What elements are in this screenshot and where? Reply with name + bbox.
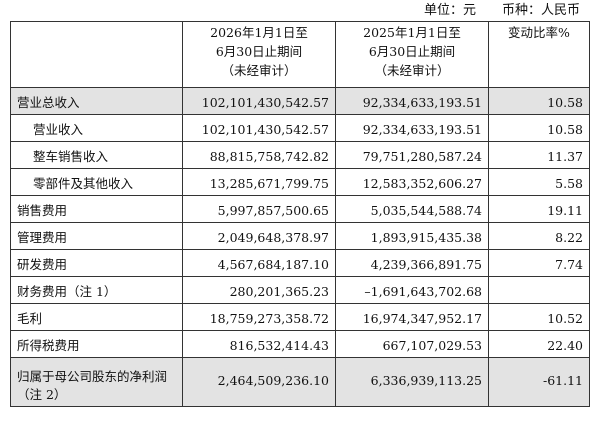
change-value: 19.11 — [488, 195, 590, 223]
row-label: 管理费用 — [10, 222, 183, 250]
table-row-selling-expenses: 销售费用 5,997,857,500.65 5,035,544,588.74 1… — [10, 195, 590, 223]
row-label: 整车销售收入 — [10, 141, 183, 169]
row-label: 研发费用 — [10, 249, 183, 277]
current-value: 4,567,684,187.10 — [182, 249, 336, 277]
row-label: 销售费用 — [10, 195, 183, 223]
current-value: 2,464,509,236.10 — [182, 357, 336, 407]
table-row-net-profit: 归属于母公司股东的净利润 （注 2） 2,464,509,236.10 6,33… — [10, 357, 590, 407]
row-label-note: （注 2） — [17, 387, 67, 402]
row-label: 营业总收入 — [10, 87, 183, 115]
table-row-admin-expenses: 管理费用 2,049,648,378.97 1,893,915,435.38 8… — [10, 222, 590, 250]
change-value: 10.58 — [488, 114, 590, 142]
current-value: 88,815,758,742.82 — [182, 141, 336, 169]
prior-value: 16,974,347,952.17 — [335, 303, 489, 331]
currency-label: 币种：人民币 — [501, 3, 580, 18]
current-value: 816,532,414.43 — [182, 330, 336, 358]
row-label-cell: 归属于母公司股东的净利润 （注 2） — [10, 357, 183, 407]
table-row-operating-revenue: 营业收入 102,101,430,542.57 92,334,633,193.5… — [10, 114, 590, 142]
row-label: 所得税费用 — [10, 330, 183, 358]
table-row-income-tax: 所得税费用 816,532,414.43 667,107,029.53 22.4… — [10, 330, 590, 358]
change-value — [488, 276, 590, 304]
row-label: 归属于母公司股东的净利润 — [17, 369, 168, 384]
prior-value: 92,334,633,193.51 — [335, 87, 489, 115]
row-label: 财务费用（注 1） — [10, 276, 183, 304]
current-value: 280,201,365.23 — [182, 276, 336, 304]
prior-value: 12,583,352,606.27 — [335, 168, 489, 196]
header-current-period: 2026年1月1日至 6月30日止期间 （未经审计） — [182, 21, 336, 88]
table-row-vehicle-sales: 整车销售收入 88,815,758,742.82 79,751,280,587.… — [10, 141, 590, 169]
table-row-finance-expenses: 财务费用（注 1） 280,201,365.23 –1,691,643,702.… — [10, 276, 590, 304]
table-row-gross-profit: 毛利 18,759,273,358.72 16,974,347,952.17 1… — [10, 303, 590, 331]
unit-label: 单位：元 — [423, 3, 476, 18]
change-value: 5.58 — [488, 168, 590, 196]
current-value: 2,049,648,378.97 — [182, 222, 336, 250]
current-value: 5,997,857,500.65 — [182, 195, 336, 223]
row-label: 零部件及其他收入 — [10, 168, 183, 196]
table-row-parts-other: 零部件及其他收入 13,285,671,799.75 12,583,352,60… — [10, 168, 590, 196]
change-value: 8.22 — [488, 222, 590, 250]
prior-value: 5,035,544,588.74 — [335, 195, 489, 223]
current-value: 13,285,671,799.75 — [182, 168, 336, 196]
prior-value: 79,751,280,587.24 — [335, 141, 489, 169]
table-row-rnd-expenses: 研发费用 4,567,684,187.10 4,239,366,891.75 7… — [10, 249, 590, 277]
change-value: 7.74 — [488, 249, 590, 277]
prior-value: 92,334,633,193.51 — [335, 114, 489, 142]
current-value: 102,101,430,542.57 — [182, 114, 336, 142]
unit-note: 单位：元 币种：人民币 — [424, 2, 580, 20]
change-value: 22.40 — [488, 330, 590, 358]
prior-value: –1,691,643,702.68 — [335, 276, 489, 304]
row-label: 毛利 — [10, 303, 183, 331]
prior-value: 4,239,366,891.75 — [335, 249, 489, 277]
financial-table: 2026年1月1日至 6月30日止期间 （未经审计） 2025年1月1日至 6月… — [10, 21, 590, 407]
header-item-column — [10, 21, 183, 88]
change-value: 10.58 — [488, 87, 590, 115]
current-value: 102,101,430,542.57 — [182, 87, 336, 115]
change-value: 11.37 — [488, 141, 590, 169]
row-label: 营业收入 — [10, 114, 183, 142]
prior-value: 667,107,029.53 — [335, 330, 489, 358]
header-prior-period: 2025年1月1日至 6月30日止期间 （未经审计） — [335, 21, 489, 88]
table-row-total-revenue: 营业总收入 102,101,430,542.57 92,334,633,193.… — [10, 87, 590, 115]
change-value: 10.52 — [488, 303, 590, 331]
prior-value: 6,336,939,113.25 — [335, 357, 489, 407]
header-change-ratio: 变动比率% — [488, 21, 590, 88]
prior-value: 1,893,915,435.38 — [335, 222, 489, 250]
current-value: 18,759,273,358.72 — [182, 303, 336, 331]
change-value: -61.11 — [488, 357, 590, 407]
table-header-row: 2026年1月1日至 6月30日止期间 （未经审计） 2025年1月1日至 6月… — [10, 21, 590, 88]
